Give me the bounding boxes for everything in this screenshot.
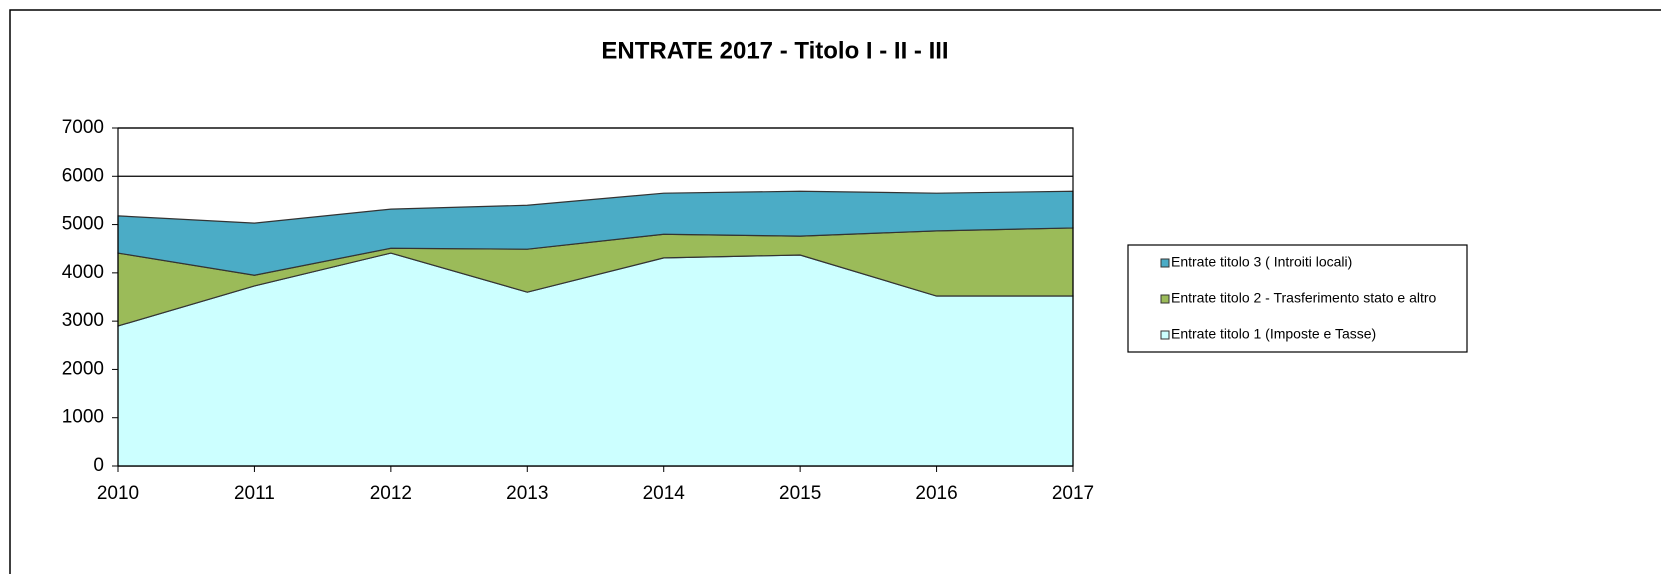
x-tick-label: 2015 (779, 483, 821, 504)
y-tick-label: 3000 (62, 310, 104, 331)
y-tick-label: 1000 (62, 407, 104, 428)
legend-swatch (1160, 258, 1170, 268)
legend-label: Entrate titolo 3 ( Introiti locali) (1171, 254, 1352, 270)
legend-label: Entrate titolo 2 - Trasferimento stato e… (1171, 290, 1437, 306)
x-tick-label: 2012 (370, 483, 412, 504)
y-tick-label: 7000 (62, 117, 104, 138)
x-tick-label: 2014 (643, 483, 686, 504)
x-tick-label: 2013 (506, 483, 548, 504)
x-tick-label: 2011 (234, 483, 275, 504)
chart-title: ENTRATE 2017 - Titolo I - II - III (601, 37, 948, 64)
legend-frame (1127, 244, 1468, 353)
y-tick-label: 4000 (62, 262, 104, 283)
x-tick-label: 2016 (915, 483, 957, 504)
y-tick-label: 5000 (62, 214, 104, 235)
legend-label: Entrate titolo 1 (Imposte e Tasse) (1171, 326, 1376, 342)
y-tick-label: 2000 (62, 358, 104, 379)
y-tick-label: 0 (93, 455, 104, 476)
y-tick-label: 6000 (62, 165, 104, 186)
x-tick-label: 2010 (97, 483, 139, 504)
x-tick-label: 2017 (1052, 483, 1094, 504)
plot-frame (117, 127, 1074, 467)
legend-swatch (1160, 294, 1170, 304)
legend-swatch (1160, 330, 1170, 340)
